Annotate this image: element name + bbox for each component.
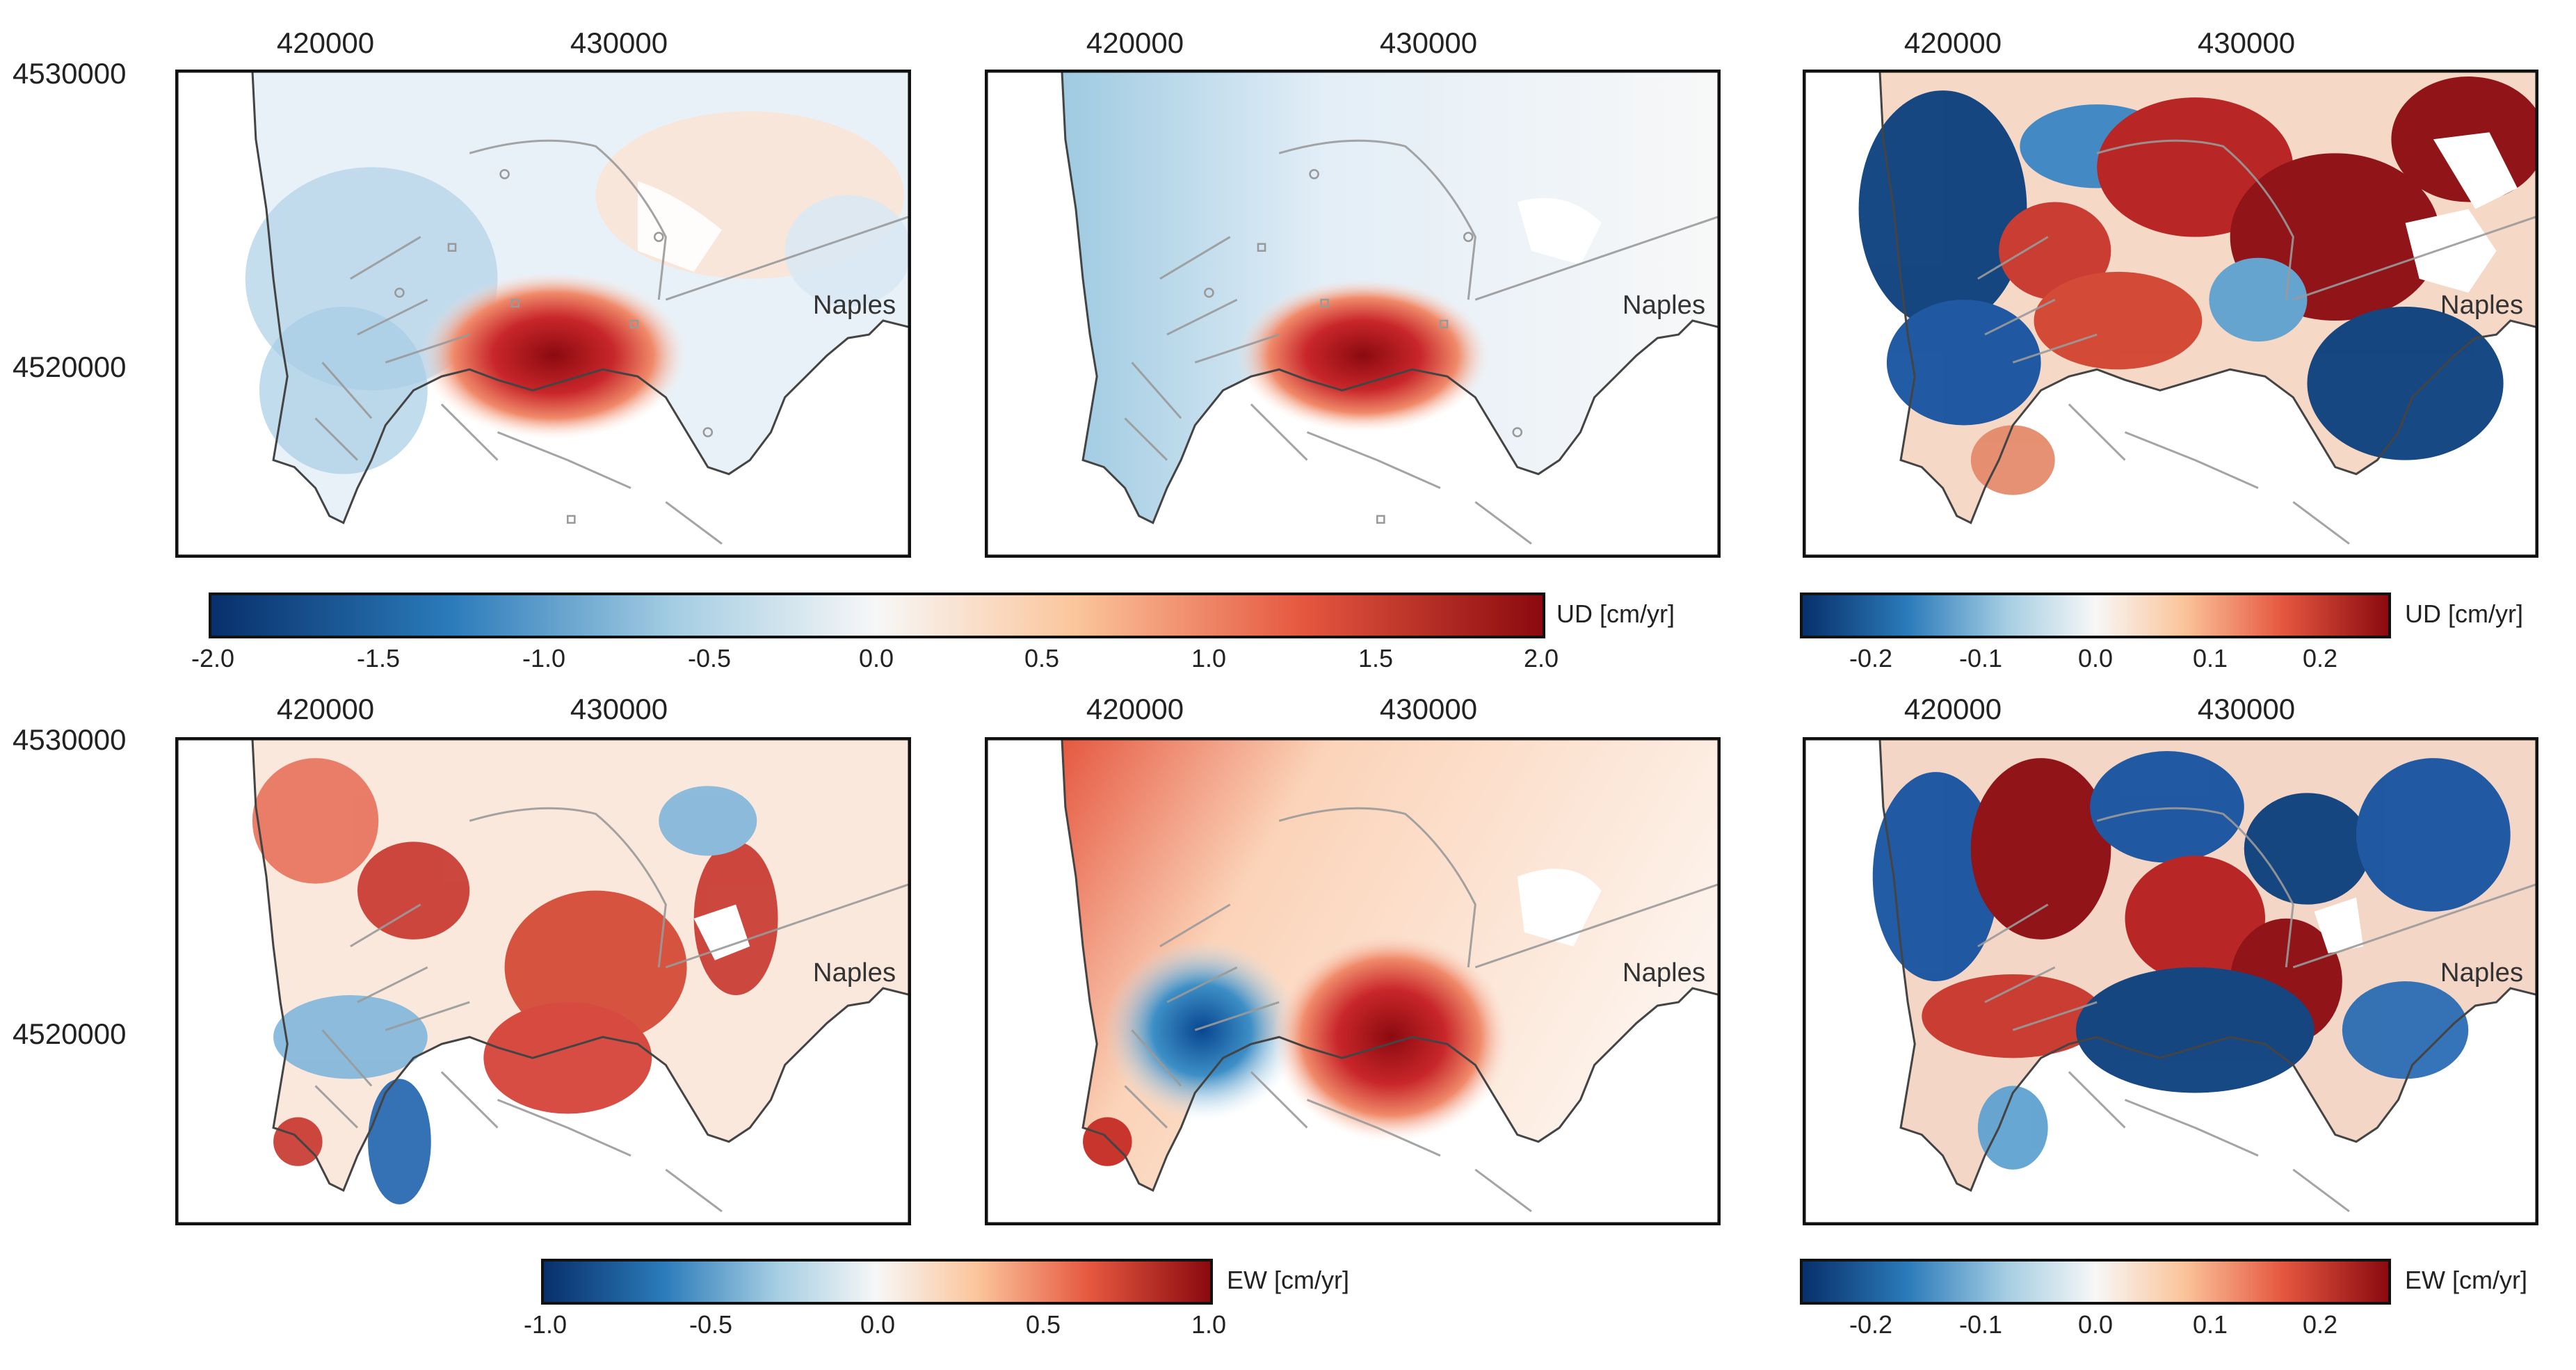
y-tick-4530000-row-b: 4530000 <box>13 723 127 756</box>
y-tick-4530000-row-a: 4530000 <box>13 57 127 90</box>
x-tick-420000-b2: 420000 <box>1086 693 1184 725</box>
cbar-ew-main-tick: -1.0 <box>523 1310 567 1339</box>
colorbar-ud-main <box>209 593 1545 638</box>
cbar-ud-main-tick: 2.0 <box>1523 644 1559 672</box>
x-tick-430000-b3: 430000 <box>2197 693 2296 725</box>
map-ew-residual: Naples <box>1803 737 2538 1225</box>
x-tick-420000-a3: 420000 <box>1903 26 2002 59</box>
cbar-ud-main-tick: 0.0 <box>858 644 894 672</box>
colorbar-ew-residual-label: EW [cm/yr] <box>2405 1266 2527 1294</box>
coastline <box>1061 70 1721 524</box>
colorbar-ud-main-label: UD [cm/yr] <box>1556 599 1675 628</box>
cbar-ud-res-tick: 0.2 <box>2302 644 2338 672</box>
map-ew-model: Naples <box>985 737 1721 1225</box>
place-label-naples: Naples <box>2440 958 2523 988</box>
cbar-ew-main-tick: 0.0 <box>860 1310 896 1339</box>
map-ud-model: Naples <box>985 70 1721 558</box>
cbar-ud-res-tick: 0.0 <box>2077 644 2114 672</box>
y-tick-4520000-row-b: 4520000 <box>13 1017 127 1050</box>
place-label-naples: Naples <box>1623 290 1705 320</box>
cbar-ud-main-tick: -1.0 <box>522 644 566 672</box>
cbar-ew-main-tick: 0.5 <box>1025 1310 1061 1339</box>
cbar-ud-main-tick: 1.5 <box>1358 644 1394 672</box>
x-tick-430000-a2: 430000 <box>1379 26 1478 59</box>
cbar-ew-main-tick: 1.0 <box>1191 1310 1227 1339</box>
cbar-ud-main-tick: -0.5 <box>687 644 732 672</box>
cbar-ud-main-tick: 0.5 <box>1024 644 1060 672</box>
cbar-ew-res-tick: -0.1 <box>1958 1310 2003 1339</box>
colorbar-ud-residual <box>1800 593 2391 638</box>
cbar-ew-main-tick: -0.5 <box>689 1310 733 1339</box>
map-ew-observed: Naples <box>175 737 911 1225</box>
x-tick-430000-a3: 430000 <box>2197 26 2296 59</box>
colorbar-ud-residual-label: UD [cm/yr] <box>2405 599 2523 628</box>
colorbar-ew-residual <box>1800 1259 2391 1305</box>
coastline <box>1878 737 2538 1192</box>
place-label-naples: Naples <box>2440 290 2523 320</box>
x-tick-430000-a1: 430000 <box>570 26 668 59</box>
place-label-naples: Naples <box>813 290 896 320</box>
coastline <box>251 737 911 1192</box>
place-label-naples: Naples <box>1623 958 1705 988</box>
cbar-ew-res-tick: 0.2 <box>2302 1310 2338 1339</box>
cbar-ud-res-tick: -0.1 <box>1958 644 2003 672</box>
x-tick-430000-b1: 430000 <box>570 693 668 725</box>
x-tick-430000-b2: 430000 <box>1379 693 1478 725</box>
coastline <box>251 70 911 524</box>
cbar-ew-res-tick: 0.1 <box>2192 1310 2228 1339</box>
cbar-ew-res-tick: -0.2 <box>1849 1310 1893 1339</box>
cbar-ud-res-tick: 0.1 <box>2192 644 2228 672</box>
cbar-ud-main-tick: -1.5 <box>356 644 401 672</box>
x-tick-420000-a1: 420000 <box>276 26 375 59</box>
cbar-ud-res-tick: -0.2 <box>1849 644 1893 672</box>
place-label-naples: Naples <box>813 958 896 988</box>
cbar-ud-main-tick: -2.0 <box>191 644 235 672</box>
x-tick-420000-b3: 420000 <box>1903 693 2002 725</box>
cbar-ew-res-tick: 0.0 <box>2077 1310 2114 1339</box>
map-ud-observed: Naples <box>175 70 911 558</box>
coastline <box>1061 737 1721 1192</box>
cbar-ud-main-tick: 1.0 <box>1191 644 1227 672</box>
colorbar-ew-main-label: EW [cm/yr] <box>1227 1266 1349 1294</box>
colorbar-ew-main <box>541 1259 1213 1305</box>
map-ud-residual: Naples <box>1803 70 2538 558</box>
x-tick-420000-b1: 420000 <box>276 693 375 725</box>
y-tick-4520000-row-a: 4520000 <box>13 350 127 383</box>
x-tick-420000-a2: 420000 <box>1086 26 1184 59</box>
coastline <box>1878 70 2538 524</box>
